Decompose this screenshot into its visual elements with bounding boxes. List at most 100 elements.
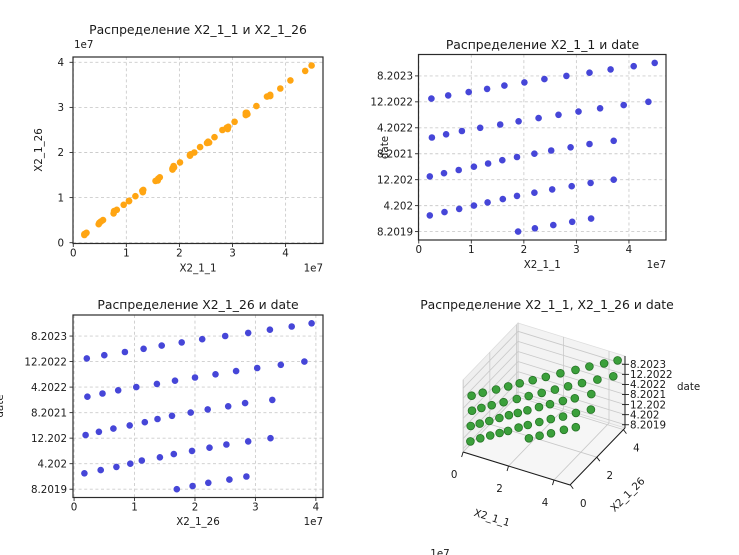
axes-spine (417, 53, 667, 241)
grid-line (462, 451, 571, 486)
data-point (84, 393, 91, 401)
data-point (563, 381, 573, 391)
x-tick-label: 2 (192, 502, 199, 514)
data-point (455, 205, 463, 213)
data-point (541, 75, 548, 83)
data-point (484, 160, 492, 167)
data-point (288, 323, 296, 330)
y-axis-label: X2_1_26 (608, 475, 647, 514)
scatter-points-3d (466, 356, 622, 446)
data-point (263, 93, 271, 100)
grid-line (517, 351, 626, 385)
data-point (476, 124, 484, 132)
data-point (484, 416, 494, 426)
data-point (426, 173, 434, 180)
data-point (515, 378, 524, 388)
data-point (607, 66, 614, 73)
data-point (308, 62, 315, 69)
data-point (244, 329, 252, 337)
grid-line (569, 427, 626, 486)
subplot-title: Распределение X2_1_1 и date (446, 37, 639, 52)
z-tick-label: 8.2019 (630, 419, 666, 431)
y-tick-label: 8.2019 (31, 484, 67, 496)
data-point (514, 423, 523, 432)
data-point (586, 405, 596, 414)
tick-marks (69, 335, 317, 501)
scatter-points (81, 320, 315, 493)
y-axis-label: X2_1_26 (33, 128, 45, 172)
data-point (501, 82, 508, 89)
scatter-points (81, 62, 315, 239)
data-point (191, 149, 198, 156)
data-point (455, 166, 463, 174)
y-axis-label: date (379, 136, 391, 159)
grid (418, 54, 666, 240)
x-offset-label: 1e7 (304, 263, 323, 275)
x-tick-label: 3 (229, 248, 236, 260)
x-tick-label: 0 (71, 502, 78, 514)
data-point (630, 62, 637, 70)
data-point (133, 383, 140, 391)
data-point (113, 463, 120, 471)
data-point (575, 108, 582, 115)
data-point (620, 101, 627, 109)
data-point (535, 431, 544, 441)
data-point (187, 409, 194, 416)
data-point (140, 345, 147, 353)
data-point (499, 156, 506, 164)
data-point (524, 391, 533, 401)
data-point (156, 174, 164, 181)
data-point (470, 163, 478, 170)
data-point (221, 332, 229, 340)
data-point (523, 420, 533, 430)
data-point (121, 348, 129, 356)
data-point (534, 402, 544, 412)
z-axis-label: date (677, 381, 700, 393)
data-point (153, 380, 161, 388)
data-point (189, 482, 196, 490)
data-point (513, 192, 521, 200)
data-point (531, 150, 538, 157)
data-point (610, 137, 617, 145)
data-point (99, 390, 106, 397)
data-point (475, 433, 485, 443)
x-tick-label: 0 (70, 248, 77, 260)
y-tick-label: 4 (57, 57, 64, 69)
y-tick-label: 12.202 (31, 433, 67, 445)
data-point (571, 408, 581, 418)
y-tick-label: 8.2023 (31, 331, 67, 343)
data-point (253, 102, 260, 110)
data-point (196, 143, 204, 151)
data-point (244, 438, 252, 445)
y-tick-label: 2 (57, 147, 64, 159)
grid-line (553, 422, 610, 481)
data-point (114, 387, 122, 394)
data-point (504, 410, 514, 420)
data-point (545, 399, 555, 409)
data-point (224, 403, 232, 410)
y-tick-label: 8.2021 (377, 148, 413, 160)
data-point (99, 216, 107, 224)
data-point (548, 186, 556, 193)
data-point (158, 342, 165, 349)
data-point (478, 388, 488, 398)
data-point (512, 394, 522, 404)
y-tick-label: 12.2022 (370, 97, 413, 109)
subplot-s1: 0 1 2 3 4 0 1 2 3 4 Распределение X2_1_1 и X2_1_26… (33, 22, 324, 275)
y-tick-label: 8.2021 (31, 407, 67, 419)
z-tick-label: 12.202 (630, 399, 666, 411)
tick-marks (69, 61, 287, 247)
data-point (513, 408, 523, 418)
data-point (82, 431, 89, 439)
data-point (253, 364, 261, 372)
data-point (547, 147, 555, 154)
data-point (546, 428, 556, 438)
axes-spine (72, 314, 324, 499)
data-point (120, 201, 127, 209)
grid-line (462, 331, 519, 389)
data-point (277, 85, 284, 92)
data-point (585, 362, 594, 371)
data-point (546, 414, 556, 424)
data-point (277, 361, 285, 369)
subplot-title: Распределение X2_1_1 и X2_1_26 (89, 22, 307, 37)
